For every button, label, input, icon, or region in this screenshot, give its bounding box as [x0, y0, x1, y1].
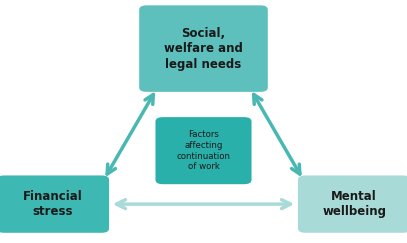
FancyBboxPatch shape	[0, 175, 109, 233]
Text: Factors
affecting
continuation
of work: Factors affecting continuation of work	[177, 130, 230, 171]
FancyBboxPatch shape	[139, 5, 268, 92]
Text: Social,
welfare and
legal needs: Social, welfare and legal needs	[164, 26, 243, 71]
Text: Financial
stress: Financial stress	[23, 190, 83, 218]
Text: Mental
wellbeing: Mental wellbeing	[322, 190, 386, 218]
FancyBboxPatch shape	[298, 175, 407, 233]
FancyBboxPatch shape	[155, 117, 252, 184]
